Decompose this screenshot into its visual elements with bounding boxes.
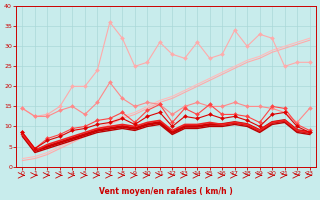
X-axis label: Vent moyen/en rafales ( km/h ): Vent moyen/en rafales ( km/h ) — [99, 187, 233, 196]
